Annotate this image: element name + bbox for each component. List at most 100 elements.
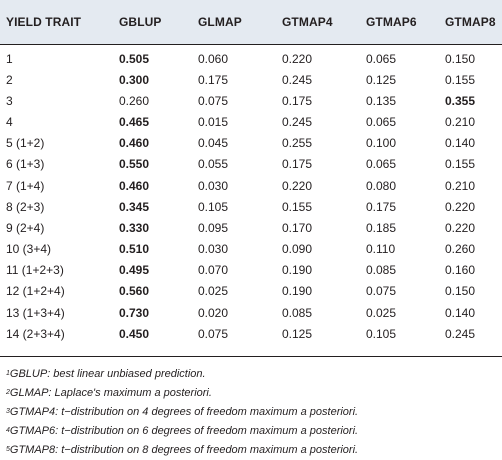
footnote-text: GTMAP4: t−distribution on 4 degrees of f… <box>9 406 359 418</box>
table-row: 10 (3+4) 0.510 0.030 0.090 0.110 0.260 <box>0 239 502 260</box>
value-cell: 0.055 <box>198 157 229 172</box>
footnote-mark: 5 <box>6 446 10 453</box>
trait-cell: 11 (1+2+3) <box>6 263 64 278</box>
trait-cell: 3 <box>6 93 13 108</box>
value-cell: 0.085 <box>366 263 397 278</box>
value-cell: 0.210 <box>445 114 476 129</box>
footnote-text: GTMAP8: t−distribution on 8 degrees of f… <box>9 444 359 456</box>
value-cell: 0.220 <box>445 199 476 214</box>
value-cell: 0.300 <box>119 72 150 87</box>
table-row: 13 (1+3+4) 0.730 0.020 0.085 0.025 0.140 <box>0 302 502 323</box>
footnote-mark: 1 <box>6 370 10 377</box>
value-cell: 0.125 <box>282 326 313 341</box>
value-cell: 0.105 <box>366 326 397 341</box>
value-cell: 0.025 <box>366 305 397 320</box>
column-header: GTMAP6 <box>366 15 417 29</box>
table-row: 12 (1+2+4) 0.560 0.025 0.190 0.075 0.150 <box>0 281 502 302</box>
value-cell: 0.100 <box>366 136 397 151</box>
value-cell: 0.065 <box>366 157 397 172</box>
value-cell: 0.025 <box>198 284 229 299</box>
value-cell: 0.140 <box>445 305 476 320</box>
value-cell: 0.015 <box>198 114 229 129</box>
value-cell: 0.085 <box>282 305 313 320</box>
column-header: GBLUP <box>119 15 162 29</box>
value-cell: 0.495 <box>119 263 150 278</box>
header-row: YIELD TRAIT GBLUP GLMAP GTMAP4 GTMAP6 GT… <box>0 0 502 44</box>
value-cell: 0.060 <box>198 51 229 66</box>
footnote-mark: 2 <box>6 389 10 396</box>
value-cell: 0.465 <box>119 114 150 129</box>
trait-cell: 5 (1+2) <box>6 136 45 151</box>
value-cell: 0.330 <box>119 220 150 235</box>
value-cell: 0.030 <box>198 178 229 193</box>
value-cell: 0.460 <box>119 178 150 193</box>
value-cell: 0.075 <box>198 326 229 341</box>
value-cell: 0.210 <box>445 178 476 193</box>
table-row: 7 (1+4) 0.460 0.030 0.220 0.080 0.210 <box>0 175 502 196</box>
value-cell: 0.345 <box>119 199 150 214</box>
bottom-rule <box>0 356 502 357</box>
value-cell: 0.080 <box>366 178 397 193</box>
column-header: GTMAP8 <box>445 15 496 29</box>
value-cell: 0.220 <box>445 220 476 235</box>
value-cell: 0.550 <box>119 157 150 172</box>
table-row: 3 0.260 0.075 0.175 0.135 0.355 <box>0 90 502 111</box>
value-cell: 0.505 <box>119 51 150 66</box>
value-cell: 0.460 <box>119 136 150 151</box>
value-cell: 0.020 <box>198 305 229 320</box>
footnote-text: GBLUP: best linear unbiased prediction. <box>9 368 206 380</box>
value-cell: 0.030 <box>198 242 229 257</box>
value-cell: 0.175 <box>198 72 229 87</box>
footnote: 2GLMAP: Laplace's maximum a posteriori. <box>6 384 498 403</box>
trait-cell: 6 (1+3) <box>6 157 45 172</box>
table-row: 6 (1+3) 0.550 0.055 0.175 0.065 0.155 <box>0 154 502 175</box>
value-cell: 0.065 <box>366 51 397 66</box>
footnotes: 1GBLUP: best linear unbiased prediction.… <box>6 365 498 460</box>
trait-cell: 4 <box>6 114 13 129</box>
value-cell: 0.260 <box>445 242 476 257</box>
value-cell: 0.245 <box>282 114 313 129</box>
value-cell: 0.095 <box>198 220 229 235</box>
footnote: 1GBLUP: best linear unbiased prediction. <box>6 365 498 384</box>
trait-cell: 14 (2+3+4) <box>6 326 65 341</box>
value-cell: 0.155 <box>445 72 476 87</box>
results-table: YIELD TRAIT GBLUP GLMAP GTMAP4 GTMAP6 GT… <box>0 0 502 341</box>
value-cell: 0.150 <box>445 51 476 66</box>
header-background <box>0 0 502 44</box>
footnote-text: GLMAP: Laplace's maximum a posteriori. <box>9 387 212 399</box>
footnote: 4GTMAP6: t−distribution on 6 degrees of … <box>6 422 498 441</box>
value-cell: 0.255 <box>282 136 313 151</box>
value-cell: 0.175 <box>282 93 313 108</box>
value-cell: 0.070 <box>198 263 229 278</box>
trait-cell: 8 (2+3) <box>6 199 45 214</box>
column-header: YIELD TRAIT <box>6 15 82 29</box>
table-row: 5 (1+2) 0.460 0.045 0.255 0.100 0.140 <box>0 133 502 154</box>
value-cell: 0.245 <box>282 72 313 87</box>
table-row: 11 (1+2+3) 0.495 0.070 0.190 0.085 0.160 <box>0 260 502 281</box>
trait-cell: 12 (1+2+4) <box>6 284 65 299</box>
table-row: 1 0.505 0.060 0.220 0.065 0.150 <box>0 44 502 69</box>
trait-cell: 2 <box>6 72 13 87</box>
footnote-mark: 3 <box>6 408 10 415</box>
value-cell: 0.155 <box>445 157 476 172</box>
table-row: 2 0.300 0.175 0.245 0.125 0.155 <box>0 69 502 90</box>
table-row: 8 (2+3) 0.345 0.105 0.155 0.175 0.220 <box>0 196 502 217</box>
value-cell: 0.045 <box>198 136 229 151</box>
value-cell: 0.075 <box>198 93 229 108</box>
value-cell: 0.450 <box>119 326 150 341</box>
value-cell: 0.560 <box>119 284 150 299</box>
trait-cell: 9 (2+4) <box>6 220 45 235</box>
value-cell: 0.150 <box>445 284 476 299</box>
value-cell: 0.090 <box>282 242 313 257</box>
value-cell: 0.220 <box>282 51 313 66</box>
value-cell: 0.125 <box>366 72 397 87</box>
value-cell: 0.175 <box>366 199 397 214</box>
footnote: 5GTMAP8: t−distribution on 8 degrees of … <box>6 441 498 460</box>
footnote-mark: 4 <box>6 427 10 434</box>
value-cell: 0.185 <box>366 220 397 235</box>
header-rule <box>0 44 502 45</box>
value-cell: 0.065 <box>366 114 397 129</box>
footnote-text: GTMAP6: t−distribution on 6 degrees of f… <box>9 425 359 437</box>
value-cell: 0.190 <box>282 284 313 299</box>
